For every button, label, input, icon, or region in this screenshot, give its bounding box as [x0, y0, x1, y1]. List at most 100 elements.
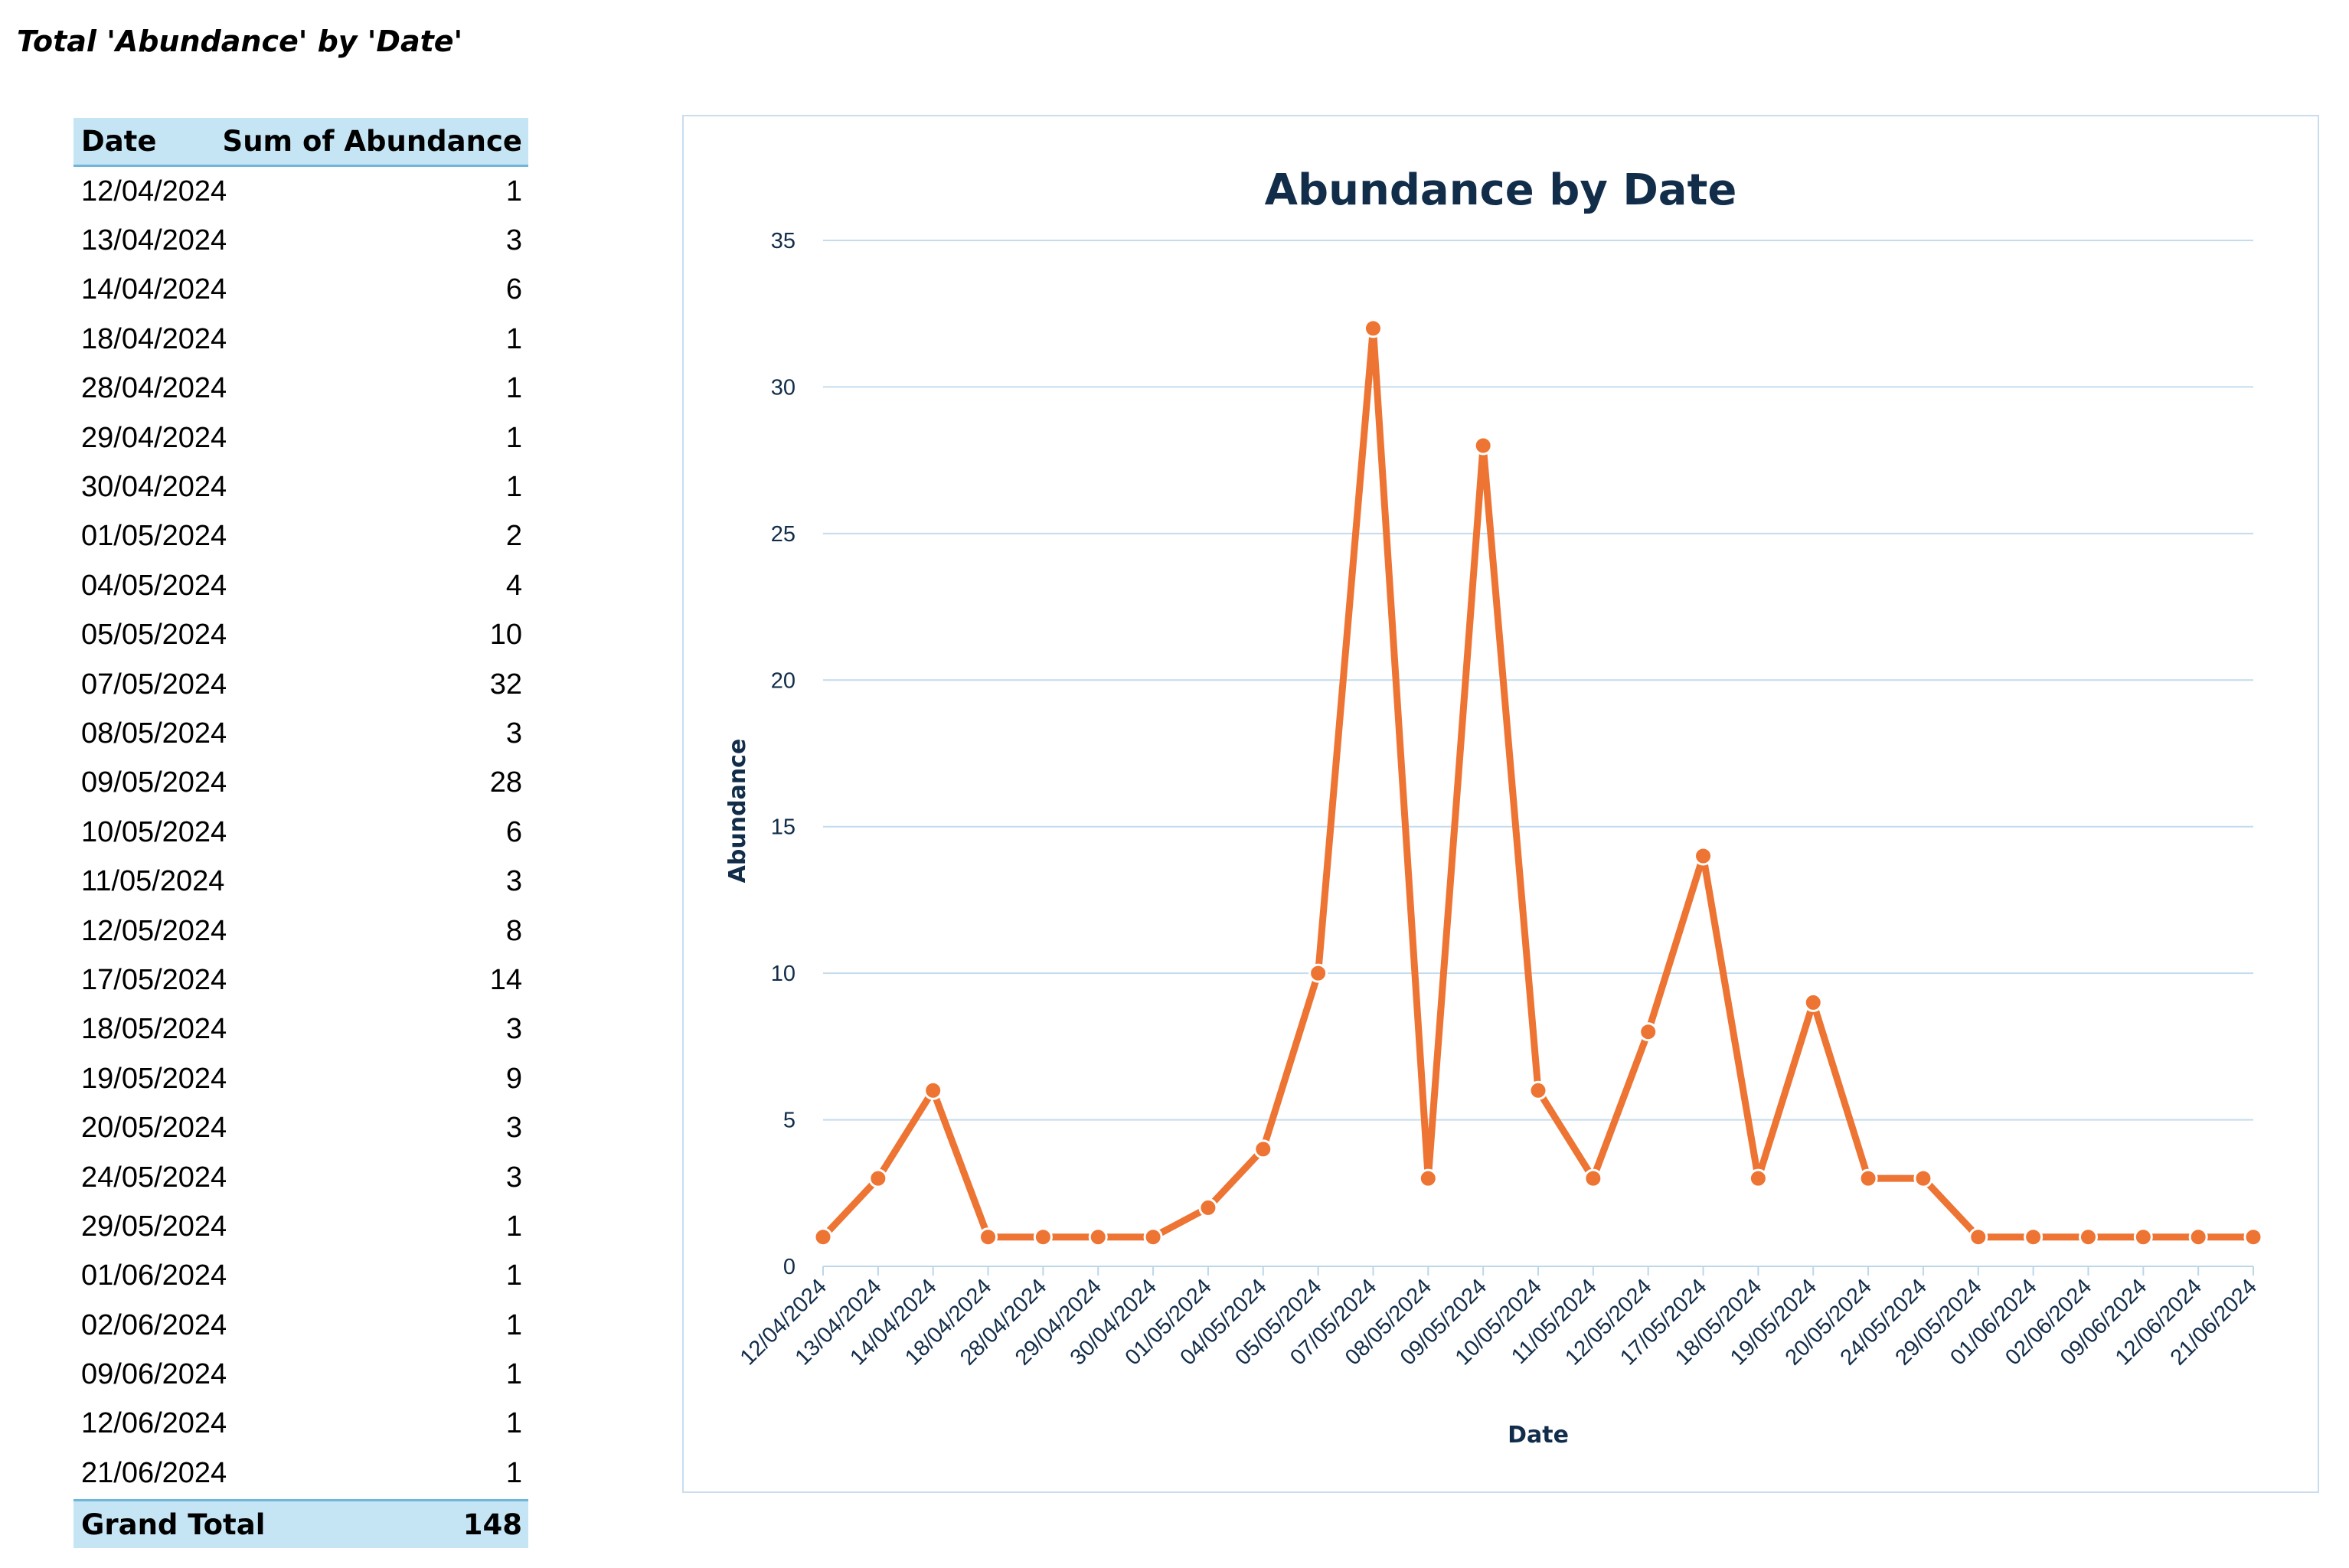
row-date: 29/05/2024: [81, 1210, 227, 1243]
table-row[interactable]: 01/06/2024 1: [74, 1252, 528, 1301]
table-row[interactable]: 09/05/2024 28: [74, 759, 528, 808]
grand-total-value: 148: [462, 1508, 522, 1541]
x-axis-title: Date: [1508, 1422, 1569, 1449]
row-value: 14: [489, 963, 522, 996]
row-value: 6: [505, 273, 522, 306]
row-value: 1: [505, 1456, 522, 1489]
header-date[interactable]: Date: [81, 125, 157, 158]
row-value: 2: [505, 520, 522, 553]
row-date: 11/05/2024: [81, 865, 225, 898]
grand-total-row: Grand Total 148: [74, 1498, 528, 1548]
row-date: 12/04/2024: [81, 175, 227, 207]
data-point: [813, 1227, 833, 1247]
table-row[interactable]: 11/05/2024 3: [74, 857, 528, 906]
row-date: 30/04/2024: [81, 471, 227, 504]
table-row[interactable]: 10/05/2024 6: [74, 808, 528, 857]
table-row[interactable]: 07/05/2024 32: [74, 660, 528, 709]
data-point: [1033, 1227, 1053, 1247]
row-value: 1: [505, 372, 522, 405]
data-point: [923, 1080, 943, 1100]
table-row[interactable]: 21/06/2024 1: [74, 1449, 528, 1498]
data-point: [1143, 1227, 1163, 1247]
table-row[interactable]: 19/05/2024 9: [74, 1054, 528, 1103]
row-date: 20/05/2024: [81, 1112, 227, 1145]
data-point: [2078, 1227, 2098, 1247]
table-row[interactable]: 02/06/2024 1: [74, 1301, 528, 1350]
table-row[interactable]: 13/04/2024 3: [74, 216, 528, 265]
row-date: 17/05/2024: [81, 963, 227, 996]
row-value: 1: [505, 1210, 522, 1243]
page-title: Total 'Abundance' by 'Date': [17, 24, 463, 58]
row-value: 3: [505, 1161, 522, 1194]
grand-total-label: Grand Total: [81, 1508, 266, 1541]
data-point: [1694, 846, 1714, 866]
row-value: 1: [505, 1259, 522, 1292]
row-date: 18/05/2024: [81, 1013, 227, 1046]
table-row[interactable]: 20/05/2024 3: [74, 1103, 528, 1152]
data-point: [1308, 963, 1328, 983]
row-value: 6: [505, 815, 522, 848]
data-point: [1583, 1168, 1603, 1188]
data-point: [1638, 1022, 1658, 1042]
table-row[interactable]: 30/04/2024 1: [74, 462, 528, 511]
row-date: 13/04/2024: [81, 224, 227, 257]
table-row[interactable]: 05/05/2024 10: [74, 611, 528, 660]
chart-title: Abundance by Date: [1264, 165, 1737, 215]
table-row[interactable]: 12/06/2024 1: [74, 1400, 528, 1449]
data-point: [1968, 1227, 1988, 1247]
data-point: [1858, 1168, 1878, 1188]
table-row[interactable]: 12/05/2024 8: [74, 906, 528, 956]
data-point: [868, 1168, 888, 1188]
row-value: 1: [505, 1308, 522, 1341]
row-date: 05/05/2024: [81, 619, 227, 652]
data-point: [1748, 1168, 1768, 1188]
y-tick-label: 5: [783, 1109, 796, 1133]
pivot-body: 12/04/2024 1 13/04/2024 3 14/04/2024 6 18/04/2…: [74, 167, 528, 1498]
table-row[interactable]: 28/04/2024 1: [74, 364, 528, 413]
row-value: 3: [505, 1112, 522, 1145]
row-value: 8: [505, 914, 522, 947]
row-date: 14/04/2024: [81, 273, 227, 306]
pivot-header-row: Date Sum of Abundance: [74, 118, 528, 167]
row-value: 1: [505, 421, 522, 454]
row-value: 3: [505, 865, 522, 898]
row-value: 1: [505, 175, 522, 207]
row-value: 1: [505, 322, 522, 355]
data-point: [1913, 1168, 1933, 1188]
chart-container[interactable]: Abundance by Date 0 5 10 15 20 25 30 35 12/04/20…: [682, 115, 2319, 1493]
pivot-table: Date Sum of Abundance 12/04/2024 1 13/04/2…: [74, 118, 528, 1548]
data-point: [2133, 1227, 2153, 1247]
y-tick-label: 35: [771, 229, 796, 253]
row-date: 10/05/2024: [81, 815, 227, 848]
table-row[interactable]: 18/04/2024 1: [74, 315, 528, 364]
table-row[interactable]: 29/05/2024 1: [74, 1202, 528, 1251]
table-row[interactable]: 08/05/2024 3: [74, 709, 528, 758]
y-tick-label: 0: [783, 1255, 796, 1279]
table-row[interactable]: 04/05/2024 4: [74, 561, 528, 610]
row-date: 01/06/2024: [81, 1259, 227, 1292]
row-value: 1: [505, 1407, 522, 1440]
table-row[interactable]: 12/04/2024 1: [74, 167, 528, 216]
y-tick-label: 10: [771, 962, 796, 986]
table-row[interactable]: 29/04/2024 1: [74, 413, 528, 462]
data-point: [1528, 1080, 1548, 1100]
table-row[interactable]: 09/06/2024 1: [74, 1350, 528, 1399]
table-row[interactable]: 18/05/2024 3: [74, 1005, 528, 1054]
row-date: 19/05/2024: [81, 1062, 227, 1095]
row-date: 28/04/2024: [81, 372, 227, 405]
row-date: 09/06/2024: [81, 1358, 227, 1391]
row-date: 12/05/2024: [81, 914, 227, 947]
row-date: 24/05/2024: [81, 1161, 227, 1194]
row-value: 10: [489, 619, 522, 652]
table-row[interactable]: 17/05/2024 14: [74, 956, 528, 1004]
table-row[interactable]: 14/04/2024 6: [74, 266, 528, 315]
table-row[interactable]: 01/05/2024 2: [74, 512, 528, 561]
y-tick-label: 30: [771, 375, 796, 400]
y-tick-label: 20: [771, 668, 796, 693]
y-tick-label: 25: [771, 522, 796, 547]
y-tick-label: 15: [771, 815, 796, 840]
data-point: [2024, 1227, 2044, 1247]
table-row[interactable]: 24/05/2024 3: [74, 1153, 528, 1202]
header-sum-of-abundance[interactable]: Sum of Abundance: [222, 125, 522, 158]
row-value: 28: [489, 766, 522, 799]
